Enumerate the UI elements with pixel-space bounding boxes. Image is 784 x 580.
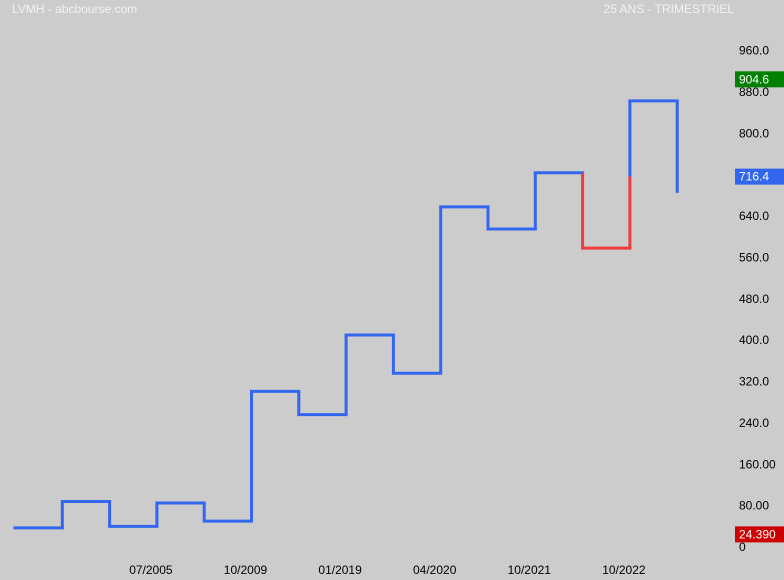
- x-tick-label: 07/2005: [129, 563, 173, 577]
- value-badge: [735, 526, 784, 543]
- value-badges: 904.6 716.4 24.390: [735, 71, 784, 543]
- y-tick-label: 400.0: [739, 333, 769, 347]
- value-badge-label: 24.390: [739, 527, 776, 541]
- x-tick-label: 10/2021: [508, 563, 552, 577]
- value-badge-label: 904.6: [739, 72, 769, 86]
- value-badge-label: 716.4: [739, 170, 769, 184]
- y-tick-label: 960.0: [739, 44, 769, 58]
- y-tick-label: 0: [739, 540, 746, 554]
- y-tick-label: 160.00: [739, 457, 776, 471]
- y-tick-label: 320.0: [739, 375, 769, 389]
- y-axis: 960.0880.0800.0720.0640.0560.0480.0400.0…: [739, 44, 776, 554]
- x-tick-label: 01/2019: [318, 563, 362, 577]
- y-tick-label: 560.0: [739, 250, 769, 264]
- y-tick-label: 240.0: [739, 416, 769, 430]
- x-tick-label: 10/2009: [224, 563, 268, 577]
- chart-title-right: 25 ANS - TRIMESTRIEL: [603, 2, 734, 16]
- x-tick-label: 04/2020: [413, 563, 457, 577]
- y-tick-label: 800.0: [739, 126, 769, 140]
- value-badge: [735, 168, 784, 185]
- x-tick-label: 10/2022: [602, 563, 646, 577]
- x-axis: 07/2005 10/2009 01/2019 04/2020 10/2021 10/20…: [129, 563, 646, 577]
- y-tick-label: 480.0: [739, 292, 769, 306]
- y-tick-label: 80.00: [739, 499, 769, 513]
- value-badge: [735, 71, 784, 88]
- y-tick-label: 880.0: [739, 85, 769, 99]
- price-series: [13, 99, 679, 530]
- chart-title-left: LVMH - abcbourse.com: [12, 2, 138, 16]
- y-tick-label: 640.0: [739, 209, 769, 223]
